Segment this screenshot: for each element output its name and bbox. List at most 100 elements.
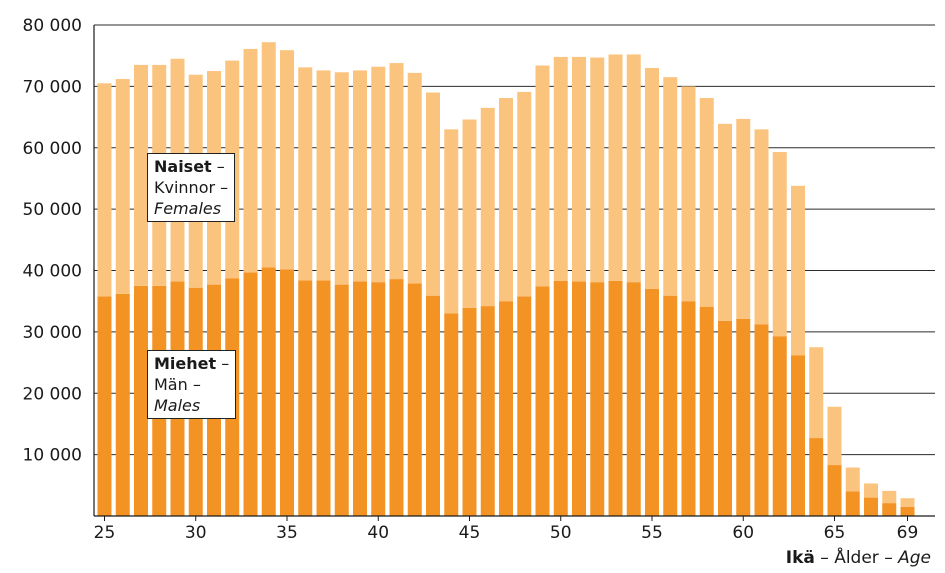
- bar-males-50: [553, 280, 568, 516]
- x-tick-label-69: 69: [897, 523, 919, 543]
- axes: [93, 25, 935, 517]
- bar-males-69: [900, 506, 915, 516]
- x-tick-label-40: 40: [367, 523, 389, 543]
- bar-females-53: [608, 54, 623, 281]
- bar-females-65: [827, 406, 842, 466]
- bars: [97, 42, 915, 516]
- bar-males-45: [462, 307, 477, 516]
- bar-males-36: [298, 280, 313, 516]
- bar-females-40: [371, 66, 386, 283]
- bar-females-33: [243, 48, 258, 273]
- bar-females-60: [736, 118, 751, 319]
- bar-females-37: [316, 70, 331, 281]
- x-tick-labels: 25 30 35 40 45 50 55 60 65 69: [94, 516, 919, 543]
- bar-males-41: [389, 279, 404, 516]
- bar-males-53: [608, 280, 623, 516]
- bar-males-62: [772, 336, 787, 516]
- bar-males-35: [280, 269, 294, 516]
- bar-males-39: [353, 281, 367, 516]
- bar-males-27: [134, 285, 148, 516]
- x-axis-title-bold: Ikä: [785, 548, 815, 568]
- x-tick-label-30: 30: [185, 523, 207, 543]
- bar-males-26: [115, 293, 130, 516]
- bar-males-51: [572, 281, 586, 516]
- bar-females-43: [426, 92, 440, 296]
- x-tick-label-45: 45: [459, 523, 481, 543]
- bar-females-45: [462, 119, 477, 308]
- bar-females-47: [499, 98, 513, 302]
- x-tick-label-25: 25: [94, 523, 116, 543]
- bar-females-39: [353, 70, 367, 282]
- legend-males: Miehet – Män – Males: [147, 350, 237, 419]
- legend-males-line2: Män –: [154, 375, 201, 394]
- bar-males-58: [699, 306, 714, 516]
- bar-females-38: [334, 72, 349, 285]
- bar-females-67: [864, 483, 878, 498]
- bar-females-54: [626, 54, 641, 283]
- bar-females-52: [590, 57, 605, 283]
- bar-males-68: [882, 503, 897, 516]
- bar-females-25: [97, 83, 112, 297]
- bar-males-37: [316, 280, 331, 516]
- y-tick-label-80000: 80 000: [23, 16, 82, 36]
- bar-females-66: [845, 467, 860, 492]
- legend-females-line3: Females: [154, 199, 222, 218]
- bar-males-63: [791, 355, 805, 516]
- bar-females-35: [280, 50, 294, 270]
- bar-males-66: [845, 491, 860, 516]
- bar-females-51: [572, 56, 586, 282]
- bar-males-25: [97, 296, 112, 516]
- bar-females-27: [134, 64, 148, 286]
- bar-females-62: [772, 152, 787, 337]
- x-axis-title-middle: – Ålder –: [814, 548, 899, 568]
- bar-males-55: [645, 288, 659, 516]
- x-tick-label-65: 65: [824, 523, 846, 543]
- bar-females-61: [754, 129, 769, 325]
- bar-males-33: [243, 272, 258, 516]
- legend-females-sep: –: [211, 157, 225, 176]
- bar-females-68: [882, 490, 897, 504]
- bar-females-50: [553, 56, 568, 281]
- y-tick-label-70000: 70 000: [23, 77, 82, 97]
- bar-males-56: [663, 295, 678, 516]
- bar-females-69: [900, 498, 915, 507]
- bar-males-65: [827, 465, 842, 516]
- bar-males-60: [736, 318, 751, 516]
- bar-males-46: [480, 306, 495, 516]
- bar-females-46: [480, 107, 495, 307]
- bar-males-49: [535, 286, 550, 516]
- y-tick-label-20000: 20 000: [23, 384, 82, 404]
- bar-males-48: [517, 296, 532, 516]
- bar-males-34: [261, 267, 276, 516]
- bar-females-26: [115, 79, 130, 294]
- y-tick-label-50000: 50 000: [23, 200, 82, 220]
- legend-females-line2: Kvinnor –: [154, 178, 229, 197]
- legend-males-title: Miehet: [154, 354, 217, 373]
- legend-females: Naiset – Kvinnor – Females: [147, 153, 236, 222]
- bar-females-58: [699, 98, 714, 307]
- bar-males-57: [681, 301, 696, 516]
- bar-males-47: [499, 301, 513, 516]
- x-tick-label-55: 55: [641, 523, 663, 543]
- bar-males-44: [444, 313, 459, 516]
- y-tick-label-60000: 60 000: [23, 139, 82, 159]
- y-tick-labels: 10 000 20 000 30 000 40 000 50 000 60 000 70 0…: [23, 16, 82, 466]
- bar-males-52: [590, 282, 605, 516]
- bar-males-64: [809, 438, 824, 516]
- bar-females-57: [681, 86, 696, 302]
- bar-females-34: [261, 42, 276, 268]
- bar-males-42: [407, 283, 422, 516]
- bar-females-44: [444, 129, 459, 314]
- bar-males-38: [334, 284, 349, 516]
- x-tick-label-50: 50: [550, 523, 572, 543]
- bar-females-41: [389, 63, 404, 280]
- bar-females-64: [809, 347, 824, 439]
- bar-males-43: [426, 295, 440, 516]
- bar-females-55: [645, 67, 659, 289]
- bar-males-61: [754, 324, 769, 516]
- legend-males-line3: Males: [154, 396, 201, 415]
- bar-males-40: [371, 282, 386, 516]
- x-tick-label-60: 60: [732, 523, 754, 543]
- y-tick-label-10000: 10 000: [23, 446, 82, 466]
